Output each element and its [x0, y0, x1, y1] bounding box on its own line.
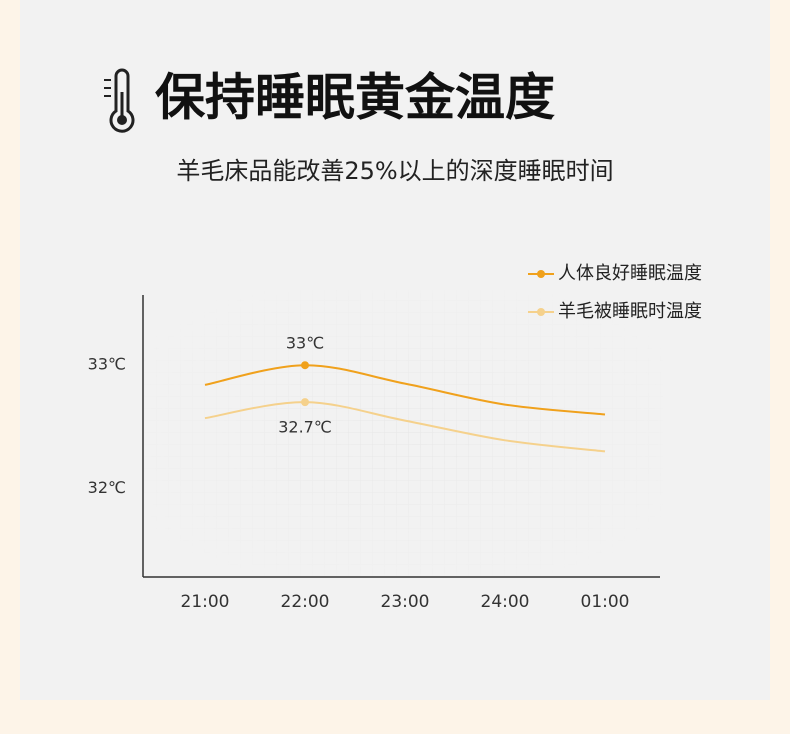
x-tick-label: 24:00 [481, 592, 530, 612]
point-marker [301, 361, 309, 370]
x-tick-label: 22:00 [281, 592, 330, 612]
x-tick-label: 21:00 [181, 592, 230, 612]
chart-subtitle: 羊毛床品能改善25%以上的深度睡眠时间 [176, 157, 613, 185]
y-tick-label: 33℃ [88, 355, 126, 374]
grid-background [143, 290, 663, 577]
y-tick-label: 32℃ [88, 478, 126, 497]
point-marker [301, 398, 309, 407]
legend-marker [537, 308, 545, 316]
legend-marker [537, 270, 545, 278]
thermometer-icon [104, 68, 135, 133]
data-label: 32.7℃ [278, 418, 332, 437]
x-tick-label: 23:00 [381, 592, 430, 612]
legend-label: 人体良好睡眠温度 [558, 263, 702, 284]
series-line [204, 364, 606, 416]
data-label: 33℃ [286, 334, 324, 353]
x-tick-label: 01:00 [581, 592, 630, 612]
chart-title: 保持睡眠黄金温度 [155, 69, 555, 127]
legend-label: 羊毛被睡眠时温度 [558, 301, 702, 322]
series-line [204, 401, 606, 453]
